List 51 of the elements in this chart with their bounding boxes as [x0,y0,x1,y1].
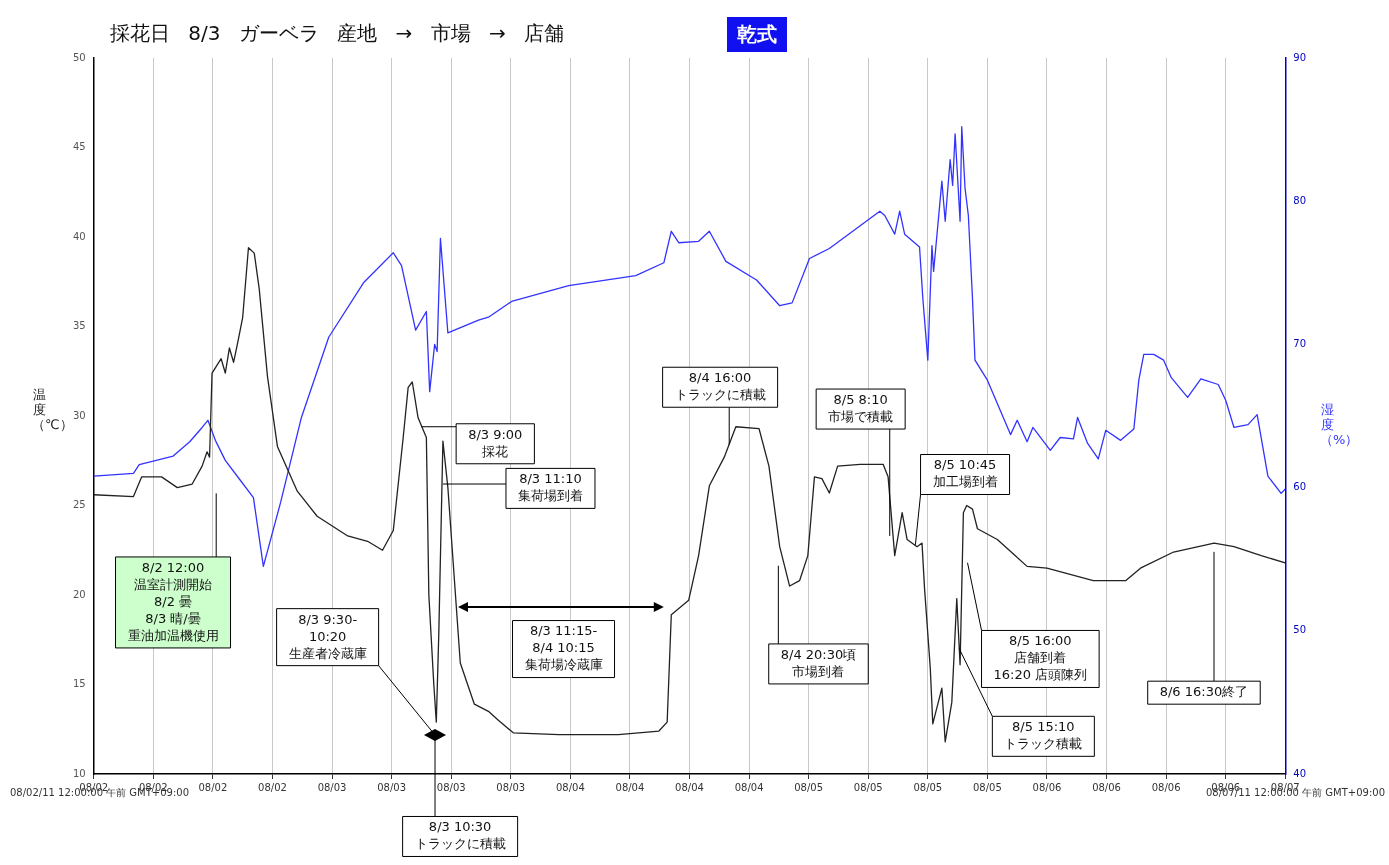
annotation: 市場到着 [792,663,845,679]
annotation: 8/3 9:30- 10:20 生産者冷蔵庫 [288,611,367,661]
annotation: 8/3 11:15- 8/4 10:15 集荷場冷蔵庫 [524,623,603,673]
annotation: 8/5 16:00 店舗到着 16:20 店頭陳列 [993,633,1088,683]
y2-tick-label: 60 [1293,481,1307,493]
y-tick-label: 15 [72,678,86,690]
x-tick-label: 08/05 [853,781,883,793]
annotation: 8/4 20:30頃 [780,646,857,662]
annotation: 8/5 8:10 市場で積載 [828,391,894,424]
y2-tick-label: 80 [1293,194,1307,206]
annotation: 8/3 9:00 採花 [468,426,523,459]
annotation: 重油加温機使用 [127,627,219,643]
annotation: 8/5 10:45 加工場到着 [932,457,998,490]
x-tick-label: 08/03 [317,781,347,793]
x-tick-label: 08/04 [734,781,764,793]
annotation: 8/5 15:10 トラック積載 [1004,719,1083,752]
y-tick-label: 30 [72,409,86,421]
x-tick-label: 08/05 [972,781,1002,793]
x-tick-label: 08/02 [258,781,287,793]
x-tick-label: 08/06 [1032,781,1062,793]
y2-tick-label: 50 [1293,624,1307,636]
y2-axis-title: 湿度（%） [1320,402,1359,448]
y2-tick-label: 90 [1293,51,1307,63]
y-tick-label: 40 [72,230,86,242]
y-tick-label: 25 [72,499,86,511]
x-tick-label: 08/04 [615,781,645,793]
y2-tick-label: 40 [1293,767,1307,779]
text: 8/3 10:30 トラックに積載 [414,819,506,852]
annotation: 8/2 12:00 温室計測開始 8/2 曇 8/3 晴/曇 [134,559,213,626]
y-axis-title: 温度（℃） [32,387,73,433]
x-tick-label: 08/05 [794,781,824,793]
x-tick-label: 08/03 [496,781,526,793]
y-tick-label: 50 [72,51,86,63]
y-tick-label: 20 [72,588,86,600]
annotation: 8/6 16:30終了 [1159,684,1249,700]
x-tick-label: 08/02 [198,781,228,793]
x-tick-label: 08/06 [1092,781,1121,793]
y-tick-label: 45 [72,141,86,153]
x-tick-label: 08/04 [675,781,704,793]
x-tick-label: 08/03 [377,781,407,793]
chart-subtitle: 乾式 [727,17,787,52]
annotation: 8/3 11:10 集荷場到着 [517,471,583,504]
x-tick-label: 08/05 [913,781,943,793]
y2-tick-label: 70 [1293,337,1307,349]
y-tick-label: 35 [72,320,86,332]
chart-title: 採花日 8/3 ガーベラ 産地 → 市場 → 店舗 [110,20,565,47]
x-tick-label: 08/06 [1151,781,1181,793]
annotation: 8/4 16:00 トラックに積載 [674,370,766,403]
x-tick-label: 08/04 [555,781,585,793]
y-tick-label: 10 [72,767,86,779]
x-tick-label: 08/03 [436,781,466,793]
